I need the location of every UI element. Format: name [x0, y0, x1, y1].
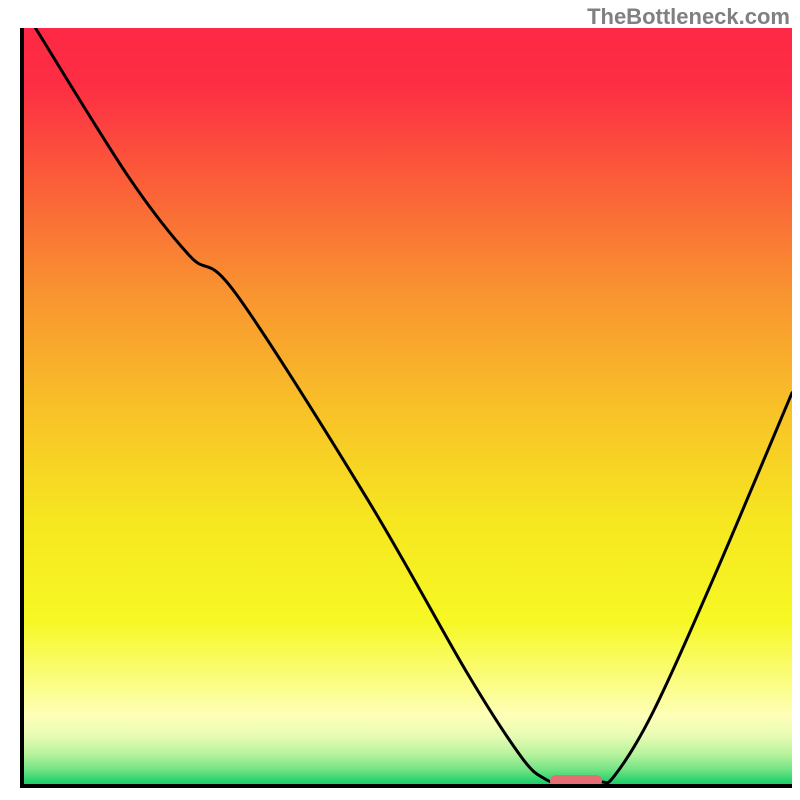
curve-path — [35, 28, 792, 783]
plot-area — [20, 28, 792, 788]
optimal-marker — [550, 775, 602, 787]
watermark-text: TheBottleneck.com — [587, 4, 790, 30]
bottleneck-curve — [20, 28, 792, 788]
chart-container: TheBottleneck.com — [0, 0, 800, 800]
